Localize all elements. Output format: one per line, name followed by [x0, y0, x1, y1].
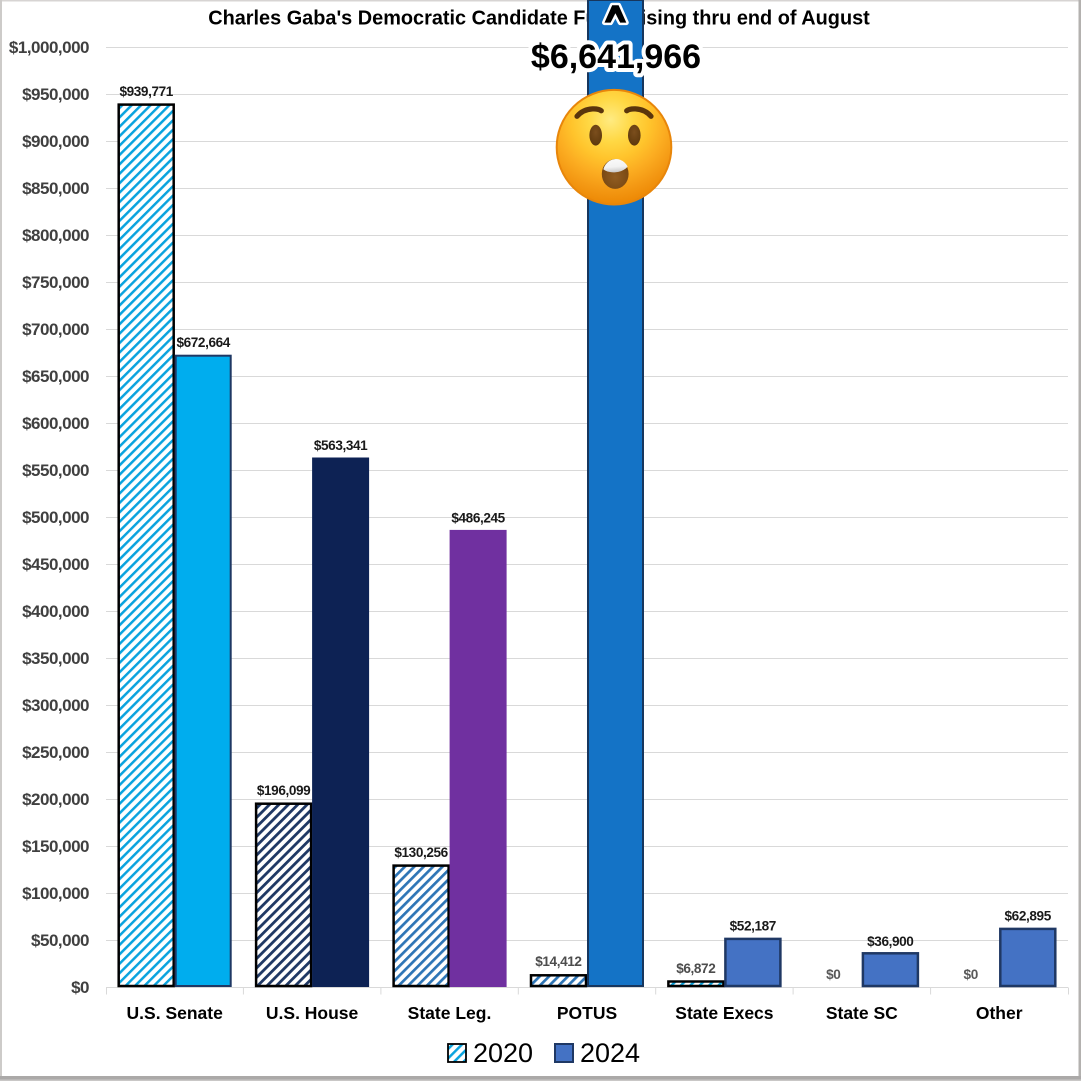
svg-text:$196,099: $196,099 [257, 783, 311, 798]
svg-text:$1,000,000: $1,000,000 [9, 38, 89, 57]
svg-text:$950,000: $950,000 [22, 85, 89, 104]
svg-text:$6,641,966: $6,641,966 [531, 38, 701, 76]
svg-text:$100,000: $100,000 [22, 884, 89, 903]
svg-text:State Execs: State Execs [675, 1003, 774, 1023]
svg-text:$130,256: $130,256 [394, 845, 448, 860]
svg-text:$550,000: $550,000 [22, 461, 89, 480]
svg-text:$14,412: $14,412 [535, 954, 582, 969]
svg-text:State Leg.: State Leg. [408, 1003, 492, 1023]
svg-text:$400,000: $400,000 [22, 602, 89, 621]
svg-text:$0: $0 [826, 967, 840, 982]
svg-text:$50,000: $50,000 [31, 931, 89, 950]
svg-text:$250,000: $250,000 [22, 743, 89, 762]
svg-text:$750,000: $750,000 [22, 273, 89, 292]
svg-text:$0: $0 [964, 967, 978, 982]
svg-text:$350,000: $350,000 [22, 649, 89, 668]
svg-text:$300,000: $300,000 [22, 696, 89, 715]
svg-text:$500,000: $500,000 [22, 508, 89, 527]
svg-text:$900,000: $900,000 [22, 132, 89, 151]
svg-text:$62,895: $62,895 [1005, 908, 1052, 923]
svg-text:$150,000: $150,000 [22, 837, 89, 856]
svg-text:2024: 2024 [580, 1038, 640, 1068]
svg-text:$600,000: $600,000 [22, 414, 89, 433]
svg-text:$850,000: $850,000 [22, 179, 89, 198]
svg-text:$486,245: $486,245 [451, 510, 505, 525]
svg-text:Other: Other [976, 1003, 1023, 1023]
svg-text:U.S. Senate: U.S. Senate [127, 1003, 224, 1023]
svg-text:$800,000: $800,000 [22, 226, 89, 245]
svg-text:$672,664: $672,664 [176, 335, 230, 350]
svg-text:$0: $0 [71, 978, 89, 997]
svg-text:$36,900: $36,900 [867, 934, 913, 949]
svg-text:$700,000: $700,000 [22, 320, 89, 339]
svg-text:$563,341: $563,341 [314, 438, 368, 453]
svg-text:POTUS: POTUS [557, 1003, 617, 1023]
svg-text:$200,000: $200,000 [22, 790, 89, 809]
svg-text:$939,771: $939,771 [119, 84, 173, 99]
svg-text:State SC: State SC [826, 1003, 898, 1023]
svg-text:Charles Gaba's Democratic Cand: Charles Gaba's Democratic Candidate Fund… [208, 8, 870, 30]
svg-text:2020: 2020 [473, 1038, 533, 1068]
svg-text:$52,187: $52,187 [730, 918, 776, 933]
svg-text:$6,872: $6,872 [676, 961, 716, 976]
svg-text:$450,000: $450,000 [22, 555, 89, 574]
svg-text:U.S. House: U.S. House [266, 1003, 359, 1023]
svg-text:$650,000: $650,000 [22, 367, 89, 386]
